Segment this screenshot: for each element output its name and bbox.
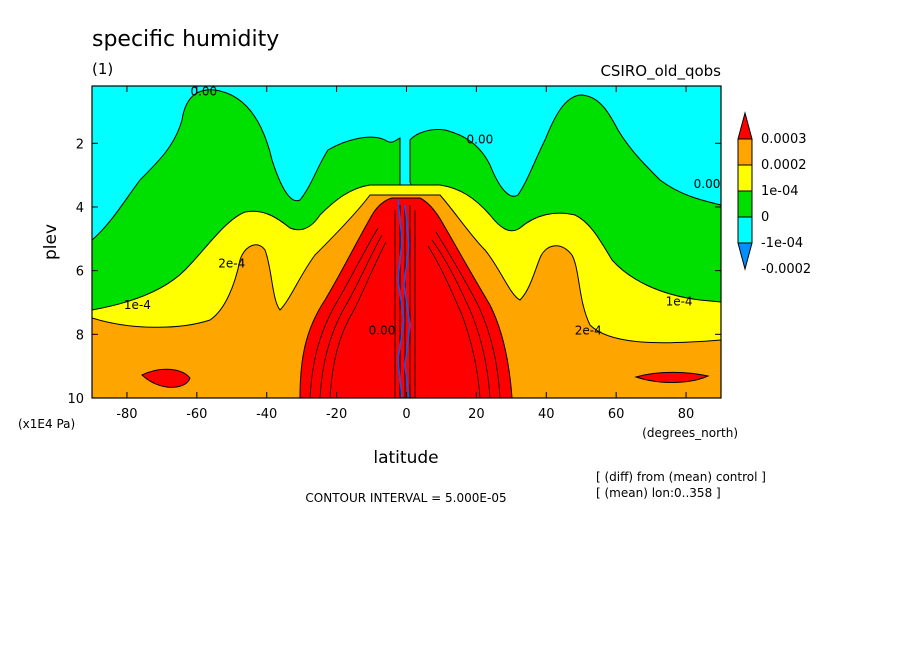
x-tick-label: -40 bbox=[256, 407, 277, 422]
field-red-pocket-nh bbox=[634, 371, 710, 384]
colorbar-swatch bbox=[737, 190, 753, 218]
mean-note: [ (mean) lon:0..358 ] bbox=[596, 486, 721, 500]
y-axis-label: plev bbox=[41, 224, 61, 260]
core-contours bbox=[309, 205, 501, 398]
contour-interval: CONTOUR INTERVAL = 5.000E-05 bbox=[305, 491, 506, 505]
field-red-pocket-sh bbox=[141, 368, 191, 388]
contour-label: 0.00 bbox=[694, 177, 721, 191]
colorbar-swatch bbox=[737, 138, 753, 166]
contour-label: 2e-4 bbox=[218, 256, 245, 270]
colorbar-label: -1e-04 bbox=[761, 236, 803, 251]
contour-label: 0.00 bbox=[467, 132, 494, 146]
contour-labels: 0.00 0.00 0.00 1e-4 1e-4 2e-4 2e-4 0.00 bbox=[124, 85, 720, 338]
colorbar-swatch bbox=[737, 164, 753, 192]
colorbar-swatch bbox=[737, 216, 753, 244]
x-tick-label: 20 bbox=[468, 407, 485, 422]
y-tick-label: 2 bbox=[76, 137, 84, 152]
y-tick-label: 10 bbox=[67, 392, 84, 407]
contour-label: 2e-4 bbox=[575, 323, 602, 337]
y-tick-label: 6 bbox=[76, 265, 84, 280]
x-axis: -80 -60 -40 -20 0 20 40 60 80 bbox=[116, 86, 694, 422]
x-tick-label: -80 bbox=[116, 407, 137, 422]
colorbar-label: 0.0002 bbox=[761, 158, 807, 173]
x-tick-label: 60 bbox=[608, 407, 625, 422]
colorbar-cap-top bbox=[737, 111, 753, 140]
colorbar-label: 0 bbox=[761, 210, 769, 225]
chart-title: specific humidity bbox=[92, 27, 279, 52]
contour-label: 0.00 bbox=[369, 323, 396, 337]
colorbar-label: 0.0003 bbox=[761, 132, 807, 147]
y-axis: 2 4 6 8 10 bbox=[67, 137, 721, 407]
contour-label: 1e-4 bbox=[124, 298, 151, 312]
plot-area bbox=[92, 86, 721, 398]
y-axis-units: (x1E4 Pa) bbox=[18, 417, 75, 431]
x-tick-label: -20 bbox=[326, 407, 347, 422]
x-tick-label: 80 bbox=[678, 407, 695, 422]
y-tick-label: 8 bbox=[76, 328, 84, 343]
x-axis-label: latitude bbox=[373, 448, 438, 468]
colorbar-cap-bottom bbox=[737, 242, 753, 271]
contour-label: 0.00 bbox=[190, 85, 217, 99]
y-tick-label: 4 bbox=[76, 201, 84, 216]
diff-note: [ (diff) from (mean) control ] bbox=[596, 470, 766, 484]
x-axis-units: (degrees_north) bbox=[642, 426, 738, 440]
x-tick-label: -60 bbox=[186, 407, 207, 422]
x-tick-label: 40 bbox=[538, 407, 555, 422]
colorbar-label: -0.0002 bbox=[761, 262, 811, 277]
dataset-label: CSIRO_old_qobs bbox=[600, 62, 721, 81]
colorbar: 0.0003 0.0002 1e-04 0 -1e-04 -0.0002 bbox=[737, 111, 811, 277]
x-tick-label: 0 bbox=[402, 407, 410, 422]
colorbar-label: 1e-04 bbox=[761, 184, 799, 199]
panel-label: (1) bbox=[92, 60, 113, 78]
equator-negatives bbox=[397, 199, 411, 398]
contour-label: 1e-4 bbox=[666, 295, 693, 309]
